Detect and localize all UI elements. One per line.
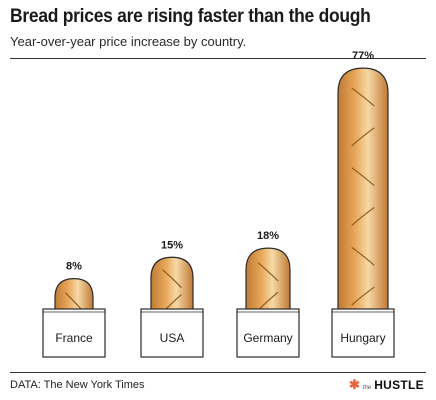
bread-cut (162, 269, 182, 289)
paper-bag (42, 308, 106, 358)
category-label: Hungary (340, 331, 385, 345)
bread-bar-usa: USA 15% (140, 239, 204, 358)
bread-bar-hungary: Hungary 77% (331, 50, 395, 358)
bread-loaf (245, 247, 291, 322)
footer-divider (10, 372, 426, 373)
brand-name: HUSTLE (374, 378, 424, 392)
brand-prefix: the (362, 385, 372, 391)
value-label: 15% (161, 239, 183, 251)
paper-bag (140, 308, 204, 358)
bread-loaf (150, 256, 194, 322)
data-source: DATA: The New York Times (10, 379, 145, 391)
bread-loaf (337, 67, 389, 322)
value-label: 8% (66, 261, 82, 273)
chart-title: Bread prices are rising faster than the … (10, 6, 371, 27)
bread-cut (257, 262, 279, 282)
brand-logo: ✱ the HUSTLE (349, 377, 424, 393)
paper-bag (331, 308, 395, 358)
bread-cut (351, 167, 375, 187)
bread-cut (351, 87, 375, 107)
value-label: 18% (257, 230, 279, 242)
category-label: USA (160, 331, 185, 345)
paper-bag (236, 308, 300, 358)
bread-chart: France 8% USA 15% Germany 18% Hungary 77% (42, 50, 395, 358)
chart-subtitle: Year-over-year price increase by country… (10, 34, 247, 49)
bread-cut (351, 286, 375, 306)
bread-cut (351, 127, 375, 147)
hubspot-sprocket-icon: ✱ (348, 377, 360, 392)
bread-bar-france: France 8% (42, 261, 106, 358)
category-label: Germany (243, 331, 292, 345)
bread-cut (351, 207, 375, 226)
category-label: France (55, 331, 93, 345)
header-divider (10, 58, 426, 59)
bread-bar-germany: Germany 18% (236, 230, 300, 358)
bread-cut (351, 246, 375, 266)
value-label: 77% (352, 50, 374, 62)
